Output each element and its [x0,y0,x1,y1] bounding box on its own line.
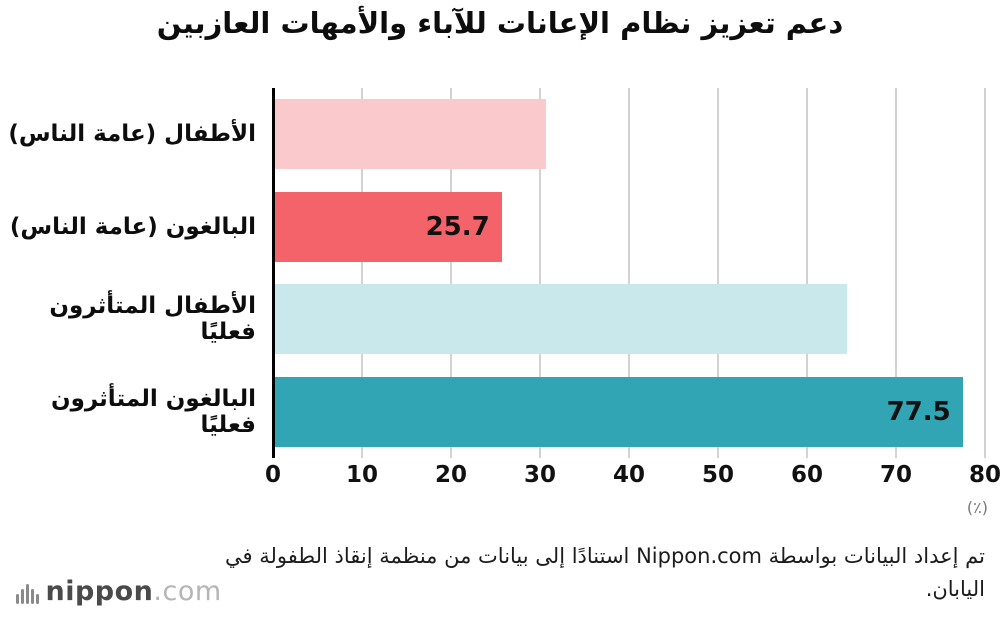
gridline [984,88,986,458]
gridline [450,88,452,458]
x-tick-label: 0 [264,462,282,488]
x-tick-label: 30 [523,462,557,488]
x-tick-label: 60 [790,462,824,488]
bar-row: 77.5 [273,366,985,459]
x-tick-label: 50 [701,462,735,488]
bar-row: 25.7 [273,181,985,274]
y-axis-line [272,88,275,458]
bar: 25.7 [273,191,502,262]
logo-suffix: .com [153,576,222,607]
category-label: البالغون (عامة الناس) [9,213,256,240]
nippon-logo-text: nippon.com [46,576,222,607]
rows-layer: 25.7 77.5 [273,88,985,458]
gridline [361,88,363,458]
bar: 77.5 [273,376,963,447]
category-label: الأطفال المتأثرون فعليًا [49,293,256,346]
grid-layer [273,88,986,458]
nippon-logo-icon [16,580,39,604]
bar [273,99,547,170]
unit-label: (٪) [966,498,988,517]
gridline [717,88,719,458]
x-tick-label: 40 [612,462,646,488]
x-tick-label: 80 [968,462,1000,488]
bar-value-label: 77.5 [886,396,951,427]
x-ticks: 0 10 20 30 40 50 60 70 80 [265,462,1000,492]
nippon-logo: nippon.com [16,576,222,607]
category-label: البالغون المتأثرون فعليًا [50,385,256,438]
bar-row [273,273,985,366]
gridline [895,88,897,458]
gridline [628,88,630,458]
logo-main: nippon [45,576,154,607]
bar [273,284,848,355]
source-note: تم إعداد البيانات بواسطة Nippon.com استن… [225,544,985,601]
gridline [539,88,541,458]
plot-area: 25.7 77.5 [272,88,986,458]
bar-value-label: 25.7 [425,211,490,242]
category-labels: الأطفال (عامة الناس) البالغون (عامة الناس… [0,88,256,458]
x-tick-label: 10 [345,462,379,488]
gridline [806,88,808,458]
x-tick-label: 70 [879,462,913,488]
x-tick-label: 20 [434,462,468,488]
bar-row [273,88,985,181]
category-label: الأطفال (عامة الناس) [8,121,256,148]
chart-title: دعم تعزيز نظام الإعانات للآباء والأمهات … [156,6,844,40]
